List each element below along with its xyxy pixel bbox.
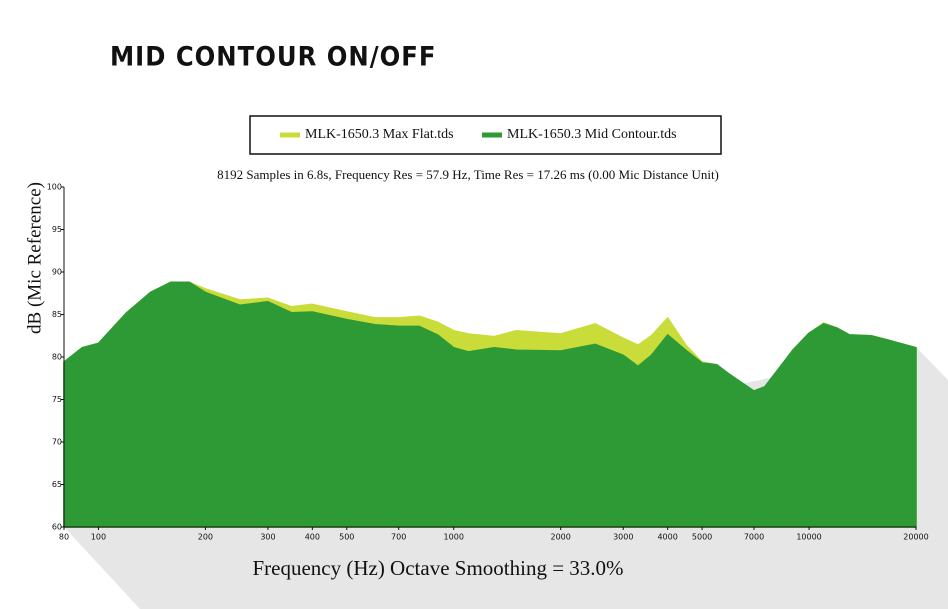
y-tick-label: 95 bbox=[52, 225, 62, 234]
x-tick-label: 200 bbox=[198, 533, 213, 542]
x-tick-label: 5000 bbox=[692, 533, 712, 542]
y-tick-label: 60 bbox=[52, 523, 62, 532]
y-tick-label: 75 bbox=[52, 395, 62, 404]
x-tick-label: 4000 bbox=[657, 533, 677, 542]
x-tick-label: 10000 bbox=[796, 533, 821, 542]
x-tick-label: 700 bbox=[391, 533, 406, 542]
x-tick-label: 300 bbox=[260, 533, 275, 542]
y-tick-label: 100 bbox=[47, 183, 62, 192]
x-tick-label: 100 bbox=[91, 533, 106, 542]
legend-box bbox=[249, 115, 722, 155]
x-tick-label: 3000 bbox=[613, 533, 633, 542]
x-tick-label: 1000 bbox=[444, 533, 464, 542]
legend-label: MLK-1650.3 Mid Contour.tds bbox=[507, 127, 677, 142]
y-tick-label: 65 bbox=[52, 480, 62, 489]
chart-title: MID CONTOUR ON/OFF bbox=[110, 42, 436, 73]
x-tick-label: 20000 bbox=[903, 533, 928, 542]
y-tick-label: 85 bbox=[52, 310, 62, 319]
y-tick-label: 90 bbox=[52, 268, 62, 277]
area bbox=[63, 281, 917, 528]
legend-label: MLK-1650.3 Max Flat.tds bbox=[305, 127, 454, 142]
x-tick-label: 80 bbox=[59, 533, 69, 542]
y-tick-label: 70 bbox=[52, 438, 62, 447]
x-tick-label: 2000 bbox=[551, 533, 571, 542]
x-tick-label: 7000 bbox=[744, 533, 764, 542]
chart-subtitle: 8192 Samples in 6.8s, Frequency Res = 57… bbox=[217, 167, 719, 182]
x-tick-label: 400 bbox=[305, 533, 320, 542]
x-axis-label: Frequency (Hz) Octave Smoothing = 33.0% bbox=[252, 556, 623, 580]
y-axis-label: dB (Mic Reference) bbox=[24, 182, 45, 334]
x-tick-label: 500 bbox=[339, 533, 354, 542]
y-tick-label: 80 bbox=[52, 353, 62, 362]
